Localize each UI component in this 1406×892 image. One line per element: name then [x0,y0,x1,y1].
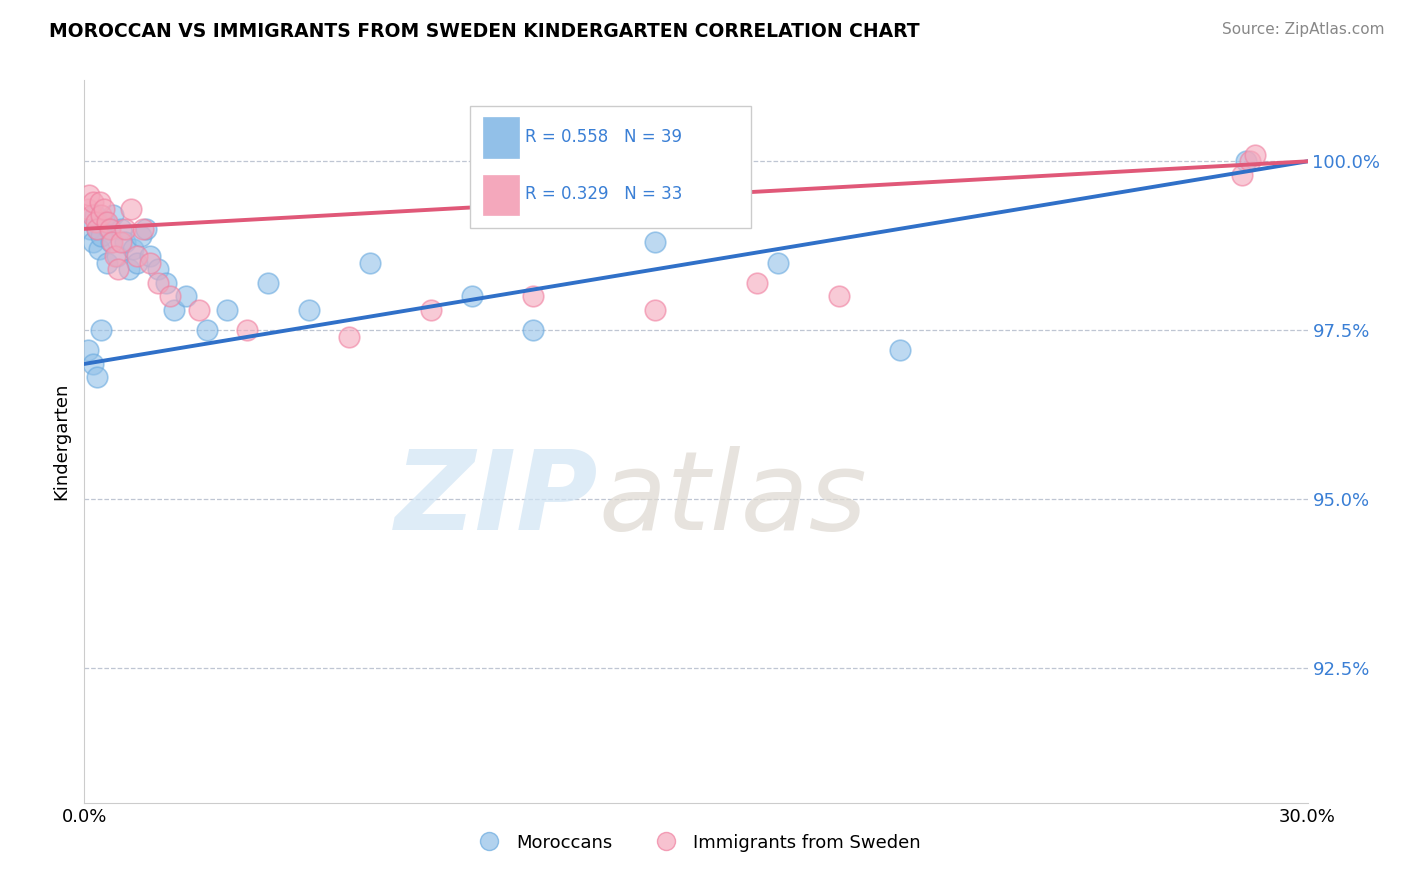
Point [146,262,169,277]
Point [766,255,789,269]
Point [461,289,484,303]
Point [159,289,181,303]
Point [97,222,120,236]
Point [100,235,122,250]
Point [138,255,160,269]
Point [89,194,111,209]
Point [135,222,157,236]
Text: ZIP: ZIP [395,446,598,553]
Point [174,289,197,303]
Point [101,208,124,222]
Point [90,228,112,243]
Point [101,235,124,250]
Point [187,302,209,317]
Point [76,202,98,216]
Text: atlas: atlas [598,446,866,553]
Point [522,323,544,337]
Point [77,343,100,358]
Point [82,194,104,209]
Point [96,255,118,269]
FancyBboxPatch shape [470,105,751,228]
Point [110,222,132,236]
Legend: Moroccans, Immigrants from Sweden: Moroccans, Immigrants from Sweden [464,826,928,859]
Point [118,262,141,277]
FancyBboxPatch shape [484,117,519,158]
Point [1232,168,1254,182]
Point [114,235,136,250]
Text: Source: ZipAtlas.com: Source: ZipAtlas.com [1222,22,1385,37]
Point [747,276,769,290]
Point [86,222,108,236]
Text: R = 0.558   N = 39: R = 0.558 N = 39 [524,128,682,145]
Point [236,323,259,337]
Point [339,330,361,344]
Point [127,249,149,263]
Point [257,276,280,290]
Point [217,302,239,317]
Point [79,222,101,236]
Point [298,302,321,317]
Point [359,255,381,269]
Point [82,357,104,371]
Point [644,302,666,317]
Point [90,323,112,337]
Point [889,343,911,358]
Point [195,323,218,337]
Point [110,235,132,250]
Point [107,262,129,277]
Point [90,208,112,222]
Point [131,228,153,243]
Point [420,302,443,317]
Point [86,222,108,236]
Point [87,242,110,256]
Point [84,215,107,229]
Point [96,215,118,229]
Point [114,222,136,236]
Point [86,370,108,384]
Point [93,215,115,229]
Point [522,289,544,303]
Point [82,235,104,250]
Point [132,222,155,236]
Point [120,202,142,216]
Point [77,188,100,202]
Point [93,202,115,216]
Point [83,208,105,222]
Point [146,276,169,290]
Point [104,249,127,263]
Point [155,276,177,290]
Point [644,235,666,250]
Point [1236,154,1258,169]
FancyBboxPatch shape [484,175,519,215]
Point [138,249,160,263]
Point [1239,154,1261,169]
Point [80,208,103,222]
Point [163,302,186,317]
Point [98,222,121,236]
Point [1243,147,1265,161]
Text: R = 0.329   N = 33: R = 0.329 N = 33 [524,186,682,203]
Point [122,242,145,256]
Point [828,289,851,303]
Point [105,249,128,263]
Y-axis label: Kindergarten: Kindergarten [52,383,70,500]
Text: MOROCCAN VS IMMIGRANTS FROM SWEDEN KINDERGARTEN CORRELATION CHART: MOROCCAN VS IMMIGRANTS FROM SWEDEN KINDE… [49,22,920,41]
Point [127,255,149,269]
